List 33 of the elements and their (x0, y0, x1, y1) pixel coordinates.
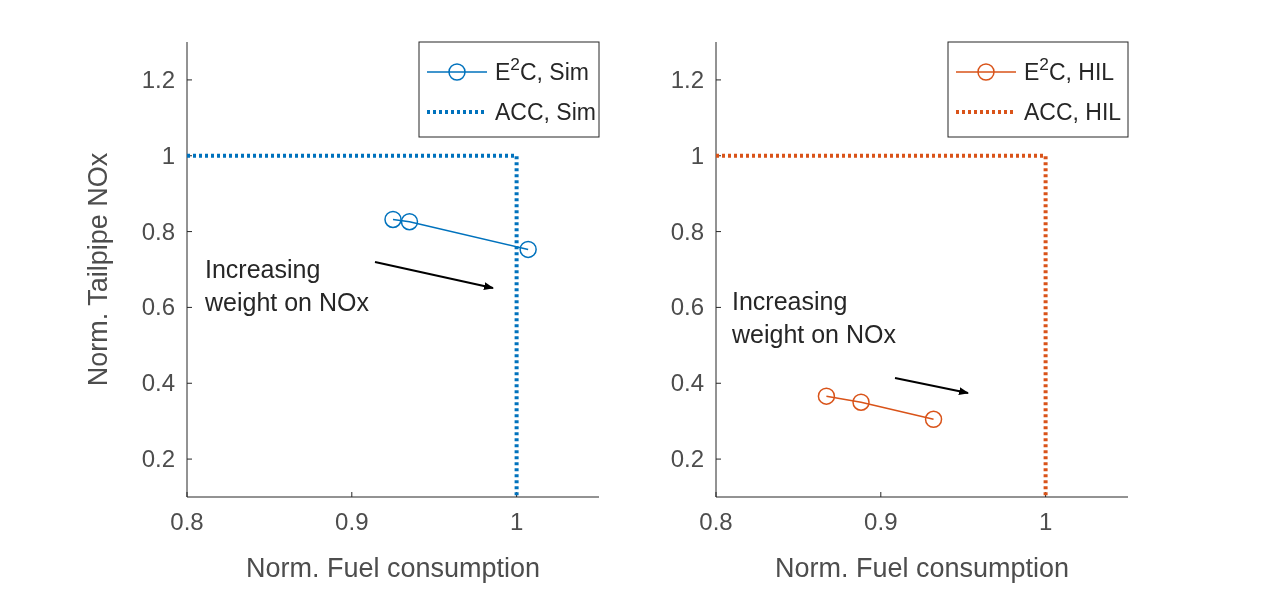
legend-label: ACC, HIL (1024, 99, 1122, 125)
y-tick-label: 0.6 (141, 293, 175, 321)
x-tick-label: 1 (509, 508, 524, 535)
y-tick-label: 0.4 (141, 369, 175, 397)
y-tick-label: 0.2 (670, 445, 704, 473)
x-tick-label: 0.8 (170, 508, 204, 535)
x-tick-label: 0.9 (864, 508, 898, 535)
y-tick-label: 1 (690, 141, 704, 169)
point (817, 387, 836, 405)
annotation: Increasing weight on NOx (731, 287, 897, 348)
x-tick-label: 0.9 (335, 508, 369, 535)
y-tick-label: 1 (161, 141, 175, 169)
y-tick-label: 0.8 (141, 217, 175, 245)
y-tick-label: 1.2 (141, 65, 175, 93)
x-axis-title: Norm. Fuel consumption (774, 553, 1070, 583)
y-tick-label: 0.6 (670, 293, 704, 321)
annotation: Increasing weight on NOx (204, 255, 370, 316)
y-tick-label: 0.4 (670, 369, 704, 397)
x-axis-title: Norm. Fuel consumption (245, 553, 541, 583)
y-tick-label: 0.8 (670, 217, 704, 245)
y-tick-label: 0.2 (141, 445, 175, 473)
y-tick-label: 1.2 (670, 65, 704, 93)
point (400, 212, 419, 231)
point (852, 393, 870, 411)
legend-label: ACC, Sim (495, 99, 596, 125)
x-tick-label: 0.8 (699, 508, 733, 535)
legend-label: E$^{2}$C, HIL (1024, 54, 1115, 85)
point (924, 410, 943, 429)
x-tick-label: 1 (1038, 508, 1053, 535)
point (384, 210, 402, 229)
point (519, 240, 537, 259)
y-axis-title: Norm. Tailpipe NOx (83, 152, 113, 387)
legend-label: E$^{2}$C, Sim (495, 54, 589, 85)
